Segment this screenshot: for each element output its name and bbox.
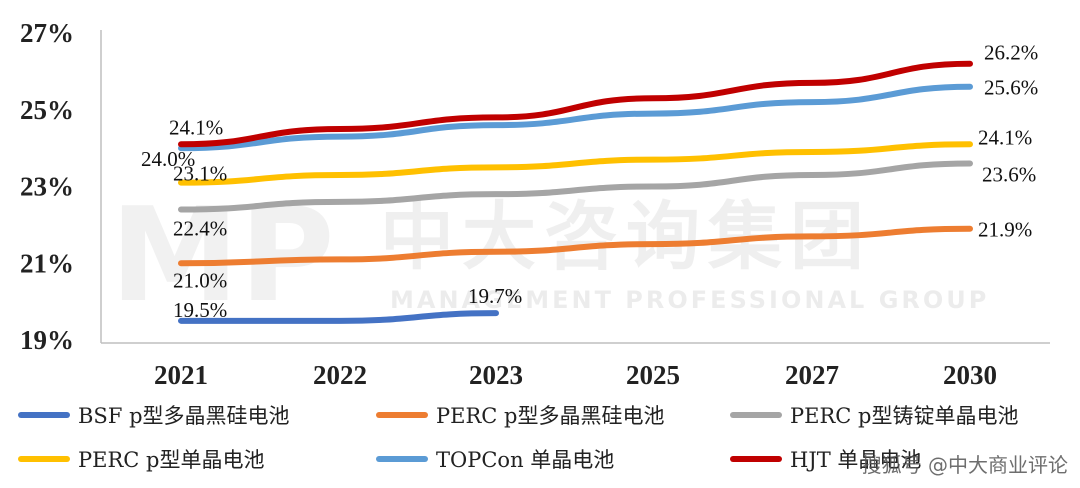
y-tick-label: 25% bbox=[20, 95, 74, 125]
data-label: 23.1% bbox=[173, 162, 227, 186]
series-line bbox=[178, 83, 973, 152]
series-line bbox=[178, 225, 973, 267]
legend-item: PERC p型多晶黑硅电池 bbox=[376, 398, 664, 432]
series-line bbox=[178, 141, 973, 186]
data-label: 23.6% bbox=[982, 162, 1036, 186]
series-line bbox=[178, 60, 973, 148]
data-labels: 19.5% 19.7% 21.0% 21.9% 22.4% 23.6% 23.1% 24.1%… bbox=[141, 41, 1038, 322]
x-tick-label: 2027 bbox=[785, 360, 839, 390]
legend-swatch bbox=[18, 456, 70, 462]
watermark-subtitle: MANAGEMENT PROFESSIONAL GROUP bbox=[390, 286, 989, 314]
data-label: 22.4% bbox=[173, 217, 227, 241]
legend-swatch bbox=[376, 412, 428, 418]
data-label: 24.0% bbox=[141, 147, 195, 171]
legend-label: PERC p型铸锭单晶电池 bbox=[790, 404, 1019, 428]
data-label: 21.9% bbox=[978, 218, 1032, 242]
x-tick-labels: 2021 2022 2023 2025 2027 2030 bbox=[154, 360, 997, 390]
data-label: 24.1% bbox=[169, 115, 223, 139]
legend-item: BSF p型多晶黑硅电池 bbox=[18, 398, 290, 432]
series-lines bbox=[178, 60, 973, 324]
legend-item: TOPCon 单晶电池 bbox=[376, 442, 614, 476]
legend-swatch bbox=[730, 412, 782, 418]
data-label: 21.0% bbox=[173, 268, 227, 292]
legend-label: TOPCon 单晶电池 bbox=[436, 448, 615, 472]
legend: BSF p型多晶黑硅电池 PERC p型多晶黑硅电池 PERC p型铸锭单晶电池 PE… bbox=[18, 398, 1078, 488]
legend-label: PERC p型多晶黑硅电池 bbox=[436, 404, 665, 428]
legend-swatch bbox=[376, 456, 428, 462]
x-tick-label: 2030 bbox=[943, 360, 997, 390]
legend-label: HJT 单晶电池 bbox=[790, 448, 922, 472]
legend-item: PERC p型铸锭单晶电池 bbox=[730, 398, 1018, 432]
series-line bbox=[178, 310, 499, 324]
legend-swatch bbox=[18, 412, 70, 418]
data-label: 19.5% bbox=[173, 298, 227, 322]
legend-item: PERC p型单晶电池 bbox=[18, 442, 264, 476]
legend-swatch bbox=[730, 456, 782, 462]
data-label: 24.1% bbox=[978, 125, 1032, 149]
series-line bbox=[178, 160, 973, 213]
line-chart: MP 中大咨询集团 MANAGEMENT PROFESSIONAL GROUP … bbox=[20, 18, 1050, 390]
legend-label: BSF p型多晶黑硅电池 bbox=[78, 404, 290, 428]
y-tick-labels: 19% 21% 23% 25% 27% bbox=[20, 18, 74, 355]
x-tick-label: 2023 bbox=[469, 360, 523, 390]
x-tick-label: 2021 bbox=[154, 360, 208, 390]
footer-watermark: 搜狐号 @中大商业评论 bbox=[861, 453, 1068, 477]
data-label: 19.7% bbox=[468, 284, 522, 308]
y-tick-label: 19% bbox=[20, 325, 74, 355]
x-tick-label: 2025 bbox=[626, 360, 680, 390]
y-tick-label: 27% bbox=[20, 18, 74, 48]
data-label: 26.2% bbox=[984, 41, 1038, 65]
x-tick-label: 2022 bbox=[313, 360, 367, 390]
y-tick-label: 21% bbox=[20, 248, 74, 278]
legend-label: PERC p型单晶电池 bbox=[78, 448, 265, 472]
legend-item: HJT 单晶电池 bbox=[730, 442, 921, 476]
data-label: 25.6% bbox=[984, 76, 1038, 100]
y-tick-label: 23% bbox=[20, 172, 74, 202]
watermark: MP 中大咨询集团 MANAGEMENT PROFESSIONAL GROUP bbox=[110, 179, 989, 331]
